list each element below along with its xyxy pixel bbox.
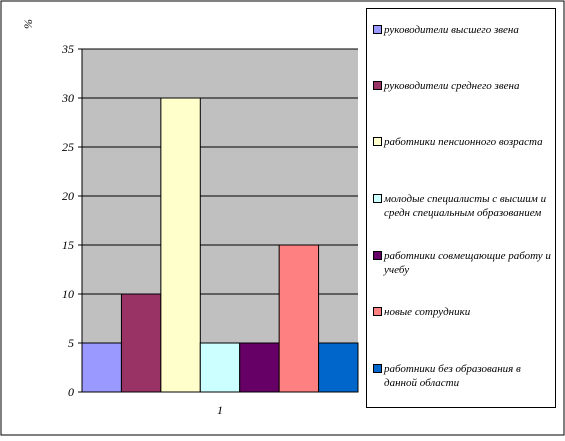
bar-series-1 bbox=[81, 342, 122, 393]
y-tick-label: 5 bbox=[68, 336, 74, 350]
legend-label: руководители среднего звена bbox=[384, 80, 520, 92]
legend-label: новые сотрудники bbox=[384, 306, 471, 318]
y-tick-label: 30 bbox=[61, 91, 74, 105]
y-tick-label: 25 bbox=[62, 140, 74, 154]
legend-swatch bbox=[373, 137, 382, 146]
x-tick-label: 1 bbox=[217, 403, 223, 417]
y-tick-label: 15 bbox=[62, 238, 74, 252]
legend-label: работники совмещающие работу и учебу bbox=[384, 250, 551, 276]
y-tick-labels: 0 5 10 15 20 25 30 35 bbox=[61, 42, 82, 399]
legend-swatch bbox=[373, 307, 382, 316]
legend-label: руководители высшего звена bbox=[384, 24, 519, 36]
bar-series-4 bbox=[199, 342, 241, 393]
legend-label: работники пенсионного возраста bbox=[384, 136, 543, 148]
legend-swatch bbox=[373, 25, 382, 34]
legend-item: молодые специалисты с высшим и средн спе… bbox=[373, 192, 553, 220]
legend-swatch bbox=[373, 364, 382, 373]
legend: руководители высшего звена руководители с… bbox=[366, 8, 556, 408]
bar-series-2 bbox=[120, 293, 162, 393]
y-tick-label: 0 bbox=[68, 385, 74, 399]
legend-item: руководители среднего звена bbox=[373, 79, 553, 93]
y-axis-label: % bbox=[21, 19, 35, 29]
legend-label: работники без образования в данной облас… bbox=[384, 363, 521, 389]
legend-swatch bbox=[373, 194, 382, 203]
bar-series-6 bbox=[278, 244, 320, 393]
y-tick-label: 20 bbox=[62, 189, 74, 203]
bar-series-3 bbox=[160, 97, 201, 393]
legend-item: работники без образования в данной облас… bbox=[373, 362, 553, 390]
legend-item: руководители высшего звена bbox=[373, 23, 553, 37]
bar-series-7 bbox=[318, 342, 359, 393]
axes bbox=[81, 49, 358, 393]
x-tick-labels: 1 bbox=[217, 403, 223, 417]
legend-item: работники пенсионного возраста bbox=[373, 135, 553, 149]
y-tick-label: 35 bbox=[61, 42, 74, 56]
bar-series-5 bbox=[239, 342, 280, 393]
legend-swatch bbox=[373, 251, 382, 260]
legend-label: молодые специалисты с высшим и средн спе… bbox=[384, 193, 547, 219]
legend-swatch bbox=[373, 81, 382, 90]
legend-item: новые сотрудники bbox=[373, 305, 553, 319]
legend-item: работники совмещающие работу и учебу bbox=[373, 249, 553, 277]
y-tick-label: 10 bbox=[62, 287, 74, 301]
